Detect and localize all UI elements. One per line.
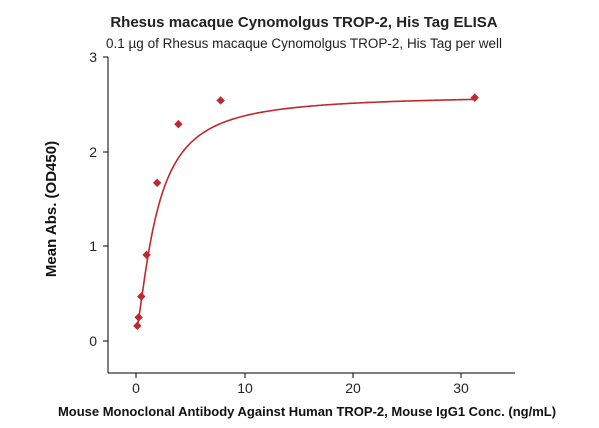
x-tick-label: 10 <box>237 380 253 396</box>
chart-title: Rhesus macaque Cynomolgus TROP-2, His Ta… <box>110 14 497 31</box>
data-point <box>134 313 143 322</box>
x-axis: 0 10 20 30 <box>108 372 515 396</box>
y-tick-label: 1 <box>89 238 97 254</box>
data-point <box>133 321 142 331</box>
data-point <box>470 93 479 102</box>
x-tick-label: 0 <box>132 380 140 396</box>
data-point <box>142 250 151 260</box>
plot-area <box>133 93 479 331</box>
data-point <box>216 96 225 105</box>
y-tick-label: 2 <box>89 144 97 160</box>
x-axis-label: Mouse Monoclonal Antibody Against Human … <box>58 404 556 419</box>
chart-subtitle: 0.1 µg of Rhesus macaque Cynomolgus TROP… <box>106 36 502 51</box>
y-axis-label: Mean Abs. (OD450) <box>43 141 60 277</box>
data-point <box>137 292 146 301</box>
fit-curve <box>136 98 475 329</box>
data-point <box>174 119 183 129</box>
y-tick-label: 0 <box>89 333 97 349</box>
y-tick-label: 3 <box>89 49 97 65</box>
x-tick-label: 20 <box>345 380 361 396</box>
data-point <box>152 178 162 188</box>
x-tick-label: 30 <box>453 380 469 396</box>
y-axis: 0 1 2 3 <box>89 49 109 373</box>
